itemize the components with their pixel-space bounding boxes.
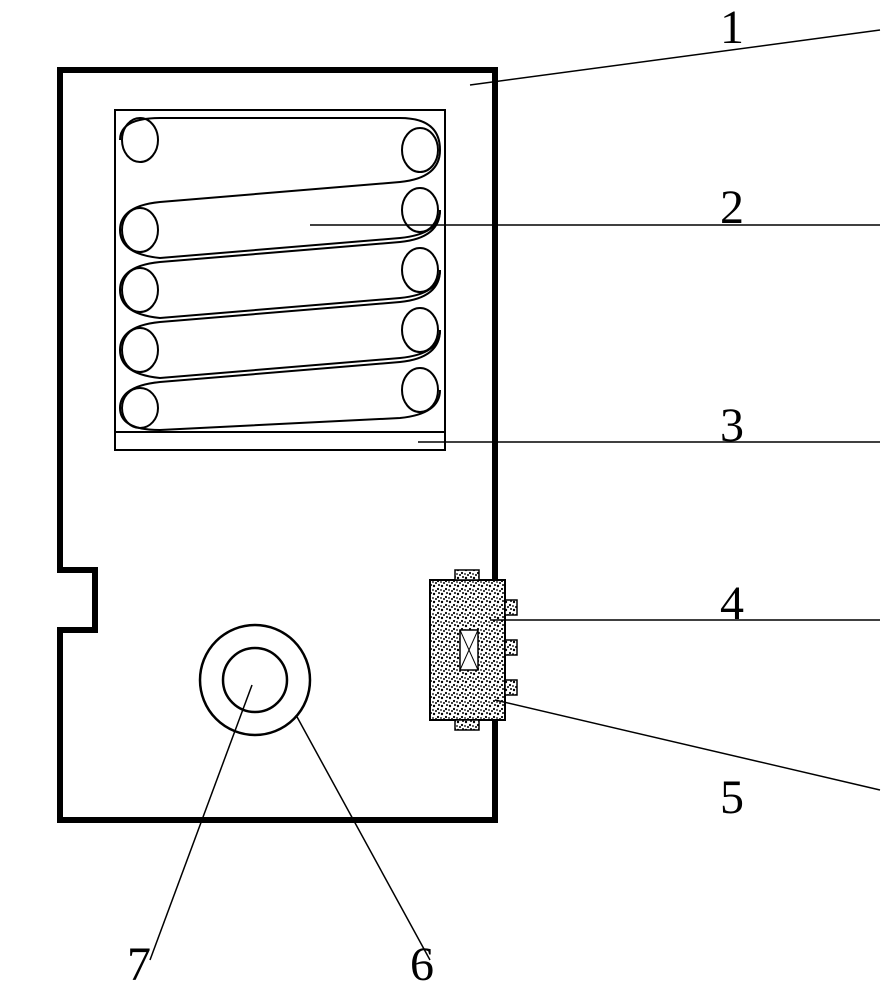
callout-label-3: 3 xyxy=(720,398,744,453)
callout-label-4: 4 xyxy=(720,576,744,631)
spring-cavity xyxy=(115,110,445,450)
spring-base-plate xyxy=(115,432,445,450)
callout-label-6: 6 xyxy=(410,937,434,992)
textured-knob xyxy=(430,570,517,730)
coil-spring xyxy=(120,118,440,430)
inner-circle xyxy=(223,648,287,712)
callout-label-5: 5 xyxy=(720,770,744,825)
callout-label-7: 7 xyxy=(127,937,151,992)
callout-label-1: 1 xyxy=(720,0,744,55)
diagram-canvas xyxy=(0,0,894,1000)
outer-circle xyxy=(200,625,310,735)
callout-label-2: 2 xyxy=(720,180,744,235)
